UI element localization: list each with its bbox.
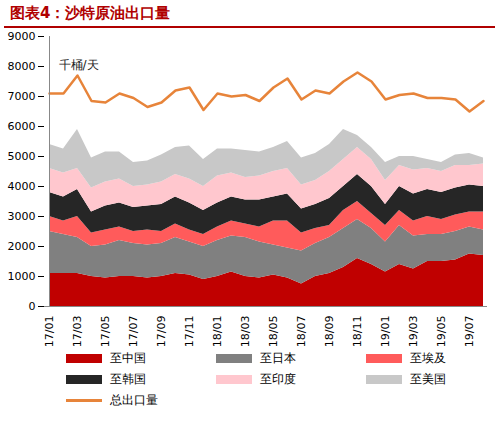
svg-text:9000: 9000 <box>8 30 36 43</box>
svg-text:2000: 2000 <box>8 240 36 253</box>
html-text:图表4：沙特原油出口量: 图表4：沙特原油出口量 <box>10 4 171 22</box>
svg-text:17/03: 17/03 <box>71 316 84 348</box>
svg-text:17/05: 17/05 <box>99 316 112 348</box>
svg-text:17/09: 17/09 <box>155 316 168 348</box>
svg-text:8000: 8000 <box>8 60 36 73</box>
svg-text:7000: 7000 <box>8 90 36 103</box>
svg-text:18/01: 18/01 <box>211 316 224 348</box>
svg-text:19/01: 19/01 <box>379 316 392 348</box>
html-text:至日本: 至日本 <box>260 351 296 365</box>
svg-text:19/03: 19/03 <box>407 316 420 348</box>
svg-text:19/07: 19/07 <box>463 316 476 348</box>
svg-text:17/07: 17/07 <box>127 316 140 348</box>
html-text:总出口量: 总出口量 <box>110 393 158 407</box>
svg-text:18/03: 18/03 <box>239 316 252 348</box>
svg-text:18/09: 18/09 <box>323 316 336 348</box>
html-text:至美国: 至美国 <box>410 372 446 386</box>
html-text:至印度: 至印度 <box>260 372 296 386</box>
svg-text:1000: 1000 <box>8 270 36 283</box>
svg-text:3000: 3000 <box>8 210 36 223</box>
svg-text:17/01: 17/01 <box>43 316 56 348</box>
svg-text:6000: 6000 <box>8 120 36 133</box>
svg-text:18/07: 18/07 <box>295 316 308 348</box>
svg-text:千桶/天: 千桶/天 <box>59 58 99 72</box>
svg-text:0: 0 <box>29 300 36 313</box>
svg-text:4000: 4000 <box>8 180 36 193</box>
html-text:至埃及: 至埃及 <box>410 351 446 365</box>
html-text:至中国: 至中国 <box>110 351 146 365</box>
svg-text:17/11: 17/11 <box>183 316 196 348</box>
svg-text:18/11: 18/11 <box>351 316 364 348</box>
svg-text:19/05: 19/05 <box>435 316 448 348</box>
svg-text:18/05: 18/05 <box>267 316 280 348</box>
html-text:至韩国: 至韩国 <box>110 372 146 386</box>
svg-text:5000: 5000 <box>8 150 36 163</box>
